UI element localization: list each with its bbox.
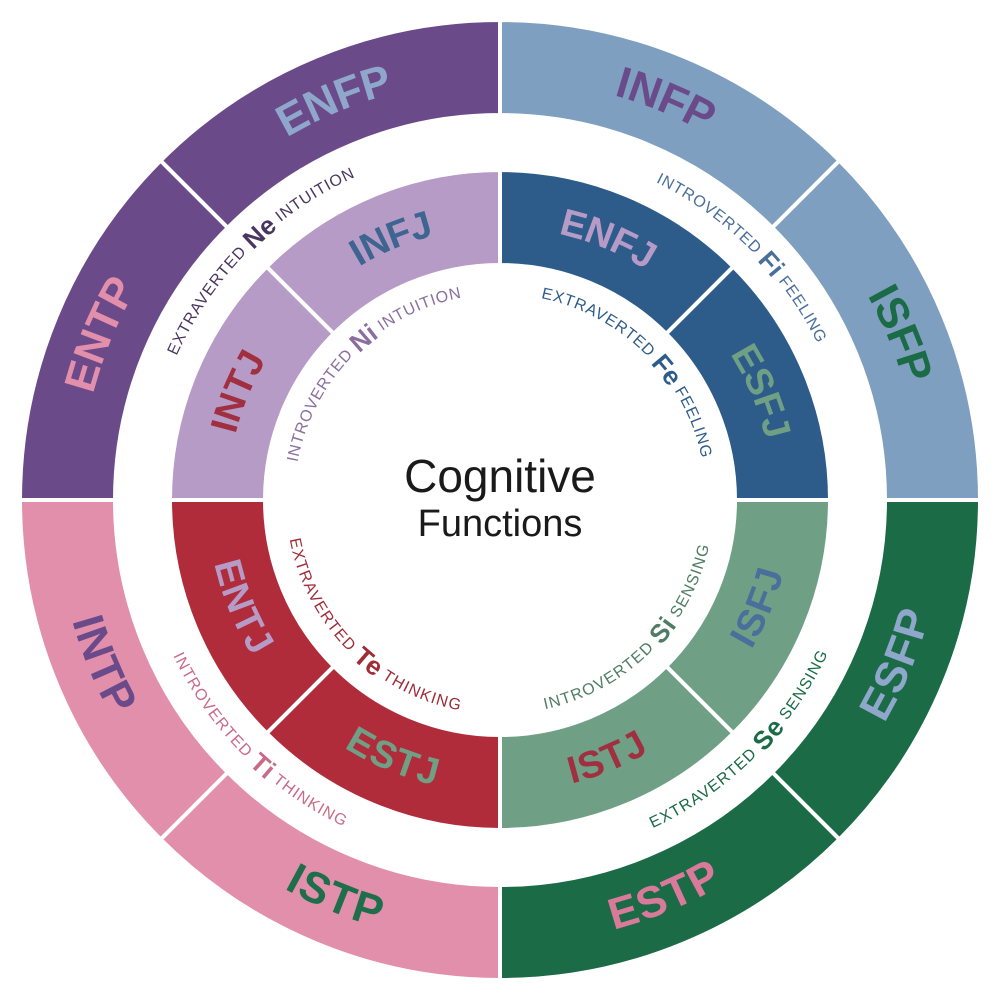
center-title-line1: Cognitive	[404, 450, 596, 502]
center-title: CognitiveFunctions	[404, 450, 596, 545]
center-title-line2: Functions	[418, 503, 583, 545]
cognitive-functions-wheel: INFPISFPESFPESTPISTPINTPENTPENFP ENFJESF…	[0, 0, 1000, 1000]
